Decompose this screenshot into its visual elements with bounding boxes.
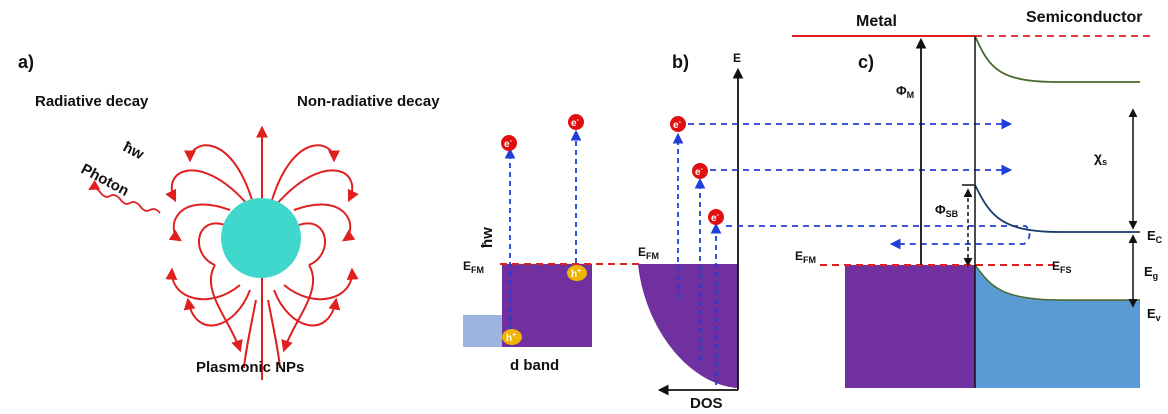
valence-band-edge <box>974 264 1140 301</box>
semiconductor-valence-band <box>975 265 1140 388</box>
svg-text:e-: e- <box>571 117 580 129</box>
svg-text:e-: e- <box>695 166 704 178</box>
photon-label: Photon <box>78 161 132 200</box>
conduction-band-edge <box>974 184 1140 233</box>
eg-label: Eg <box>1144 264 1158 281</box>
dipole-field-lines <box>165 125 359 380</box>
energy-axis-label: E <box>733 51 741 65</box>
svg-text:e-: e- <box>504 138 513 150</box>
metal-band <box>845 265 975 388</box>
efm-label-c: EFM <box>795 249 816 265</box>
photon-hw-label: ħw <box>120 139 147 164</box>
svg-text:h+: h+ <box>571 268 581 280</box>
radiative-decay-label: Radiative decay <box>35 93 149 110</box>
metal-title: Metal <box>856 13 897 30</box>
ec-label: EC <box>1147 228 1163 245</box>
hw-label-b: ħw <box>479 227 496 248</box>
plasmonic-nps-caption: Plasmonic NPs <box>196 359 304 376</box>
dos-filled-region <box>638 264 738 388</box>
panel-b: EFM ħw e- e- h+ h+ d band b) EFM E <box>463 51 1031 412</box>
svg-text:e-: e- <box>673 119 682 131</box>
efs-label: EFS <box>1052 259 1072 275</box>
plasmonic-nanoparticle <box>221 198 301 278</box>
hot-electron-3: e- <box>708 209 724 225</box>
panel-a-label: a) <box>18 52 34 72</box>
panel-c-label: c) <box>858 52 874 72</box>
efm-label-b: EFM <box>463 259 484 275</box>
dos-axis-label: DOS <box>690 395 723 412</box>
svg-text:e-: e- <box>711 212 720 224</box>
hot-electron-1: e- <box>670 116 686 132</box>
nonradiative-decay-label: Non-radiative decay <box>297 93 440 110</box>
electron-1: e- <box>501 135 517 151</box>
phi-m-label: ΦM <box>896 83 914 100</box>
hole-2: h+ <box>567 265 587 281</box>
transfer-arrow-reflected <box>726 225 1031 250</box>
photon-wave-arrow <box>88 179 161 214</box>
phi-sb-label: ΦSB <box>935 202 959 219</box>
hole-1: h+ <box>502 329 522 345</box>
efm-label-dos: EFM <box>638 245 659 261</box>
panel-a: a) Radiative decay Non-radiative decay ħ… <box>18 52 440 380</box>
electron-2: e- <box>568 114 584 130</box>
ev-label: Ev <box>1147 306 1161 323</box>
svg-text:h+: h+ <box>506 332 516 344</box>
hot-electron-2: e- <box>692 163 708 179</box>
panel-b-label: b) <box>672 52 689 72</box>
d-band-label: d band <box>510 357 559 374</box>
vacuum-band-bending <box>974 35 1140 83</box>
chi-label: χs <box>1094 149 1107 167</box>
semiconductor-title: Semiconductor <box>1026 9 1142 26</box>
panel-c: c) Metal Semiconductor EFM EFS ΦM ΦSB χs… <box>792 9 1163 388</box>
